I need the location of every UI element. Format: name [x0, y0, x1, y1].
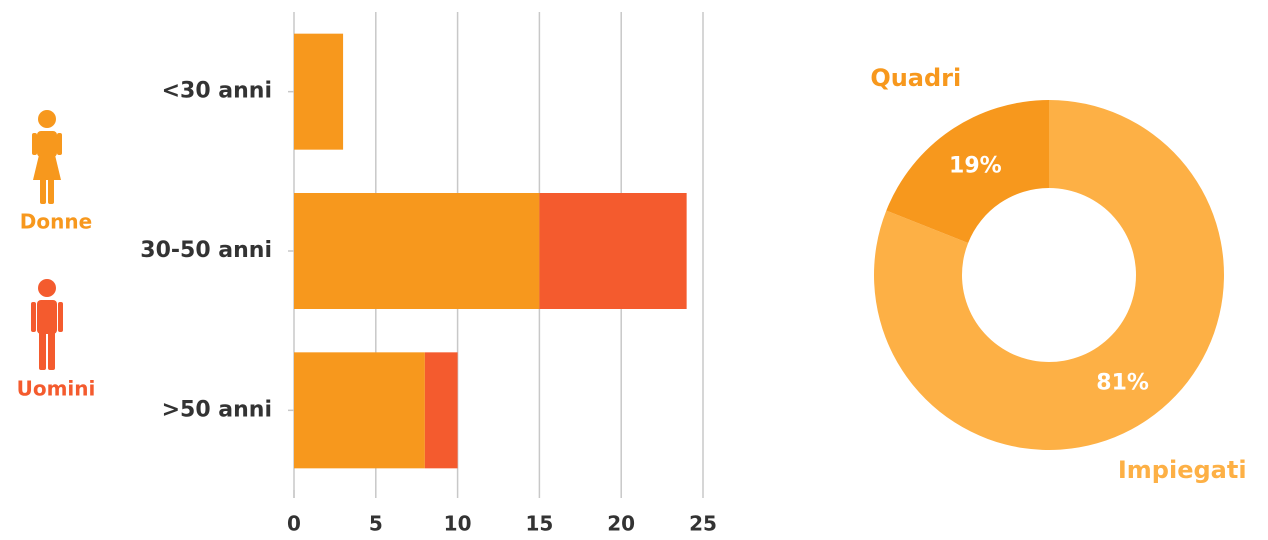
- y-tick-label: >50 anni: [162, 397, 272, 422]
- x-tick-label: 0: [287, 512, 301, 536]
- y-tick-label: 30-50 anni: [140, 238, 272, 263]
- legend-icon-men: [31, 279, 63, 370]
- donut-slice: [874, 99, 1224, 450]
- value-label: 19%: [949, 154, 1002, 179]
- value-label: 81%: [1096, 370, 1149, 395]
- donut-slice: [886, 99, 1049, 243]
- bar: [294, 33, 344, 150]
- x-tick-label: 5: [369, 512, 383, 536]
- x-tick-label: 25: [689, 512, 717, 536]
- legend-icon-women: [32, 110, 62, 204]
- x-tick-label: 10: [444, 512, 472, 536]
- x-tick-label: 20: [607, 512, 635, 536]
- legend-label: Donne: [20, 210, 92, 234]
- legend-label: Uomini: [17, 377, 96, 401]
- x-tick-label: 15: [525, 512, 553, 536]
- bar: [424, 352, 458, 469]
- bar: [294, 193, 540, 309]
- category-label: Impiegati: [1118, 456, 1247, 484]
- bar: [539, 193, 687, 309]
- category-label: Quadri: [870, 64, 961, 92]
- bar: [294, 352, 425, 469]
- y-tick-label: <30 anni: [162, 79, 272, 104]
